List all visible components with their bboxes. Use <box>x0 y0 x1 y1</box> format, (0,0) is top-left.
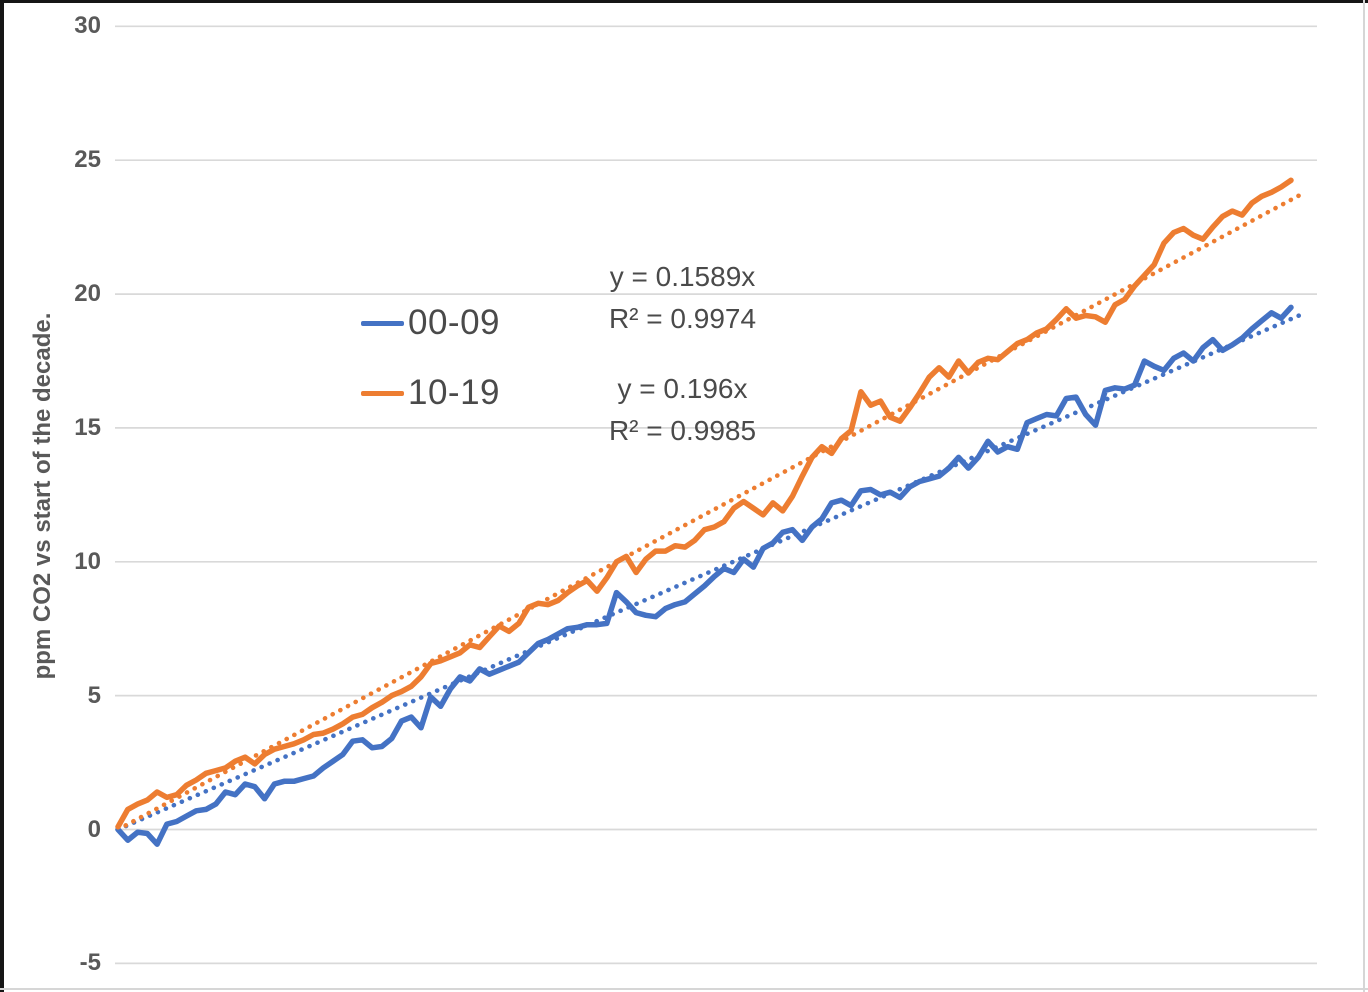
window-border-left <box>0 0 4 992</box>
y-axis-title: ppm CO2 vs start of the decade. <box>29 312 56 680</box>
series-line-00-09 <box>115 304 1294 847</box>
legend-item-10-19[interactable]: 10-19 <box>361 358 500 428</box>
y-tick-label: 0 <box>87 815 101 843</box>
y-tick-label: -5 <box>79 949 101 977</box>
legend-swatch-10-19-icon <box>361 390 404 396</box>
trendline-Linear (10-19) <box>115 192 1303 832</box>
legend-swatch-00-09-icon <box>361 320 404 326</box>
y-tick-label: 5 <box>87 681 101 709</box>
series-line-10-19 <box>115 177 1294 830</box>
trendline-equation-10-19: y = 0.196x R² = 0.9985 <box>530 368 835 452</box>
equation-text: y = 0.1589x <box>609 261 756 292</box>
y-tick-label: 30 <box>74 12 101 40</box>
window-border-top <box>0 0 1368 3</box>
y-tick-label: 20 <box>74 280 101 308</box>
legend-label-10-19: 10-19 <box>408 373 501 412</box>
window-border-bottom <box>0 988 1368 990</box>
r-squared-text: R² = 0.9985 <box>608 415 757 446</box>
y-tick-label: 25 <box>74 146 101 174</box>
equation-text: y = 0.196x <box>617 373 748 404</box>
y-tick-label: 10 <box>74 547 101 575</box>
trendline-Linear (00-09) <box>115 312 1303 832</box>
trendline-equation-00-09: y = 0.1589x R² = 0.9974 <box>530 256 835 340</box>
window-border-right <box>1363 0 1365 992</box>
legend-item-00-09[interactable]: 00-09 <box>361 288 500 358</box>
r-squared-text: R² = 0.9974 <box>608 303 757 334</box>
y-tick-label: 15 <box>74 413 101 441</box>
legend-label-00-09: 00-09 <box>408 303 501 342</box>
